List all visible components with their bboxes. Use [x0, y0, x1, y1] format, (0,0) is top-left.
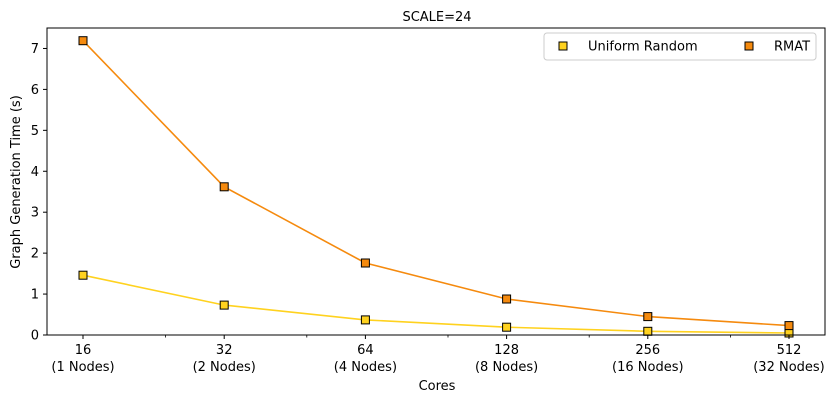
y-tick-label: 1 [31, 288, 39, 303]
legend-label-1: RMAT [774, 40, 810, 55]
y-tick-label: 7 [31, 42, 39, 57]
x-tick-label: 128 [494, 343, 519, 358]
x-tick-label: 256 [635, 343, 660, 358]
legend: Uniform Random RMAT [543, 32, 817, 61]
chart-title: SCALE=24 [402, 10, 471, 25]
x-tick-label: 512 [777, 343, 802, 358]
legend-marker-0 [558, 41, 568, 51]
series-line-0 [82, 274, 790, 334]
x-tick-sublabel: (32 Nodes) [753, 360, 825, 375]
data-point-1-2 [360, 258, 370, 268]
y-tick-label: 3 [31, 206, 39, 221]
data-point-0-1 [219, 300, 229, 310]
y-tick-label: 0 [31, 329, 39, 344]
x-axis-label: Cores [419, 379, 456, 394]
legend-marker-1 [744, 41, 754, 51]
data-point-1-1 [219, 182, 229, 192]
data-point-1-5 [784, 321, 794, 331]
series-line-1 [82, 40, 790, 327]
x-tick-sublabel: (4 Nodes) [334, 360, 397, 375]
data-point-0-0 [78, 270, 88, 280]
x-tick-sublabel: (16 Nodes) [612, 360, 684, 375]
x-tick-sublabel: (1 Nodes) [51, 360, 114, 375]
y-tick-label: 6 [31, 83, 39, 98]
axes: 0 1 2 3 4 5 6 7 16 (1 Nodes) 32 (2 Nodes) 64 (4 Nodes… [31, 27, 826, 375]
x-tick-sublabel: (2 Nodes) [193, 360, 256, 375]
legend-box [543, 32, 817, 61]
legend-label-0: Uniform Random [588, 40, 698, 55]
data-point-0-3 [502, 322, 512, 332]
data-point-0-4 [643, 326, 653, 336]
axes-frame [46, 27, 826, 336]
x-tick-label: 64 [357, 343, 374, 358]
plot-area [78, 36, 794, 338]
x-tick-label: 16 [75, 343, 92, 358]
x-tick-label: 32 [216, 343, 233, 358]
data-point-0-2 [360, 315, 370, 325]
data-point-1-3 [502, 294, 512, 304]
y-axis-label: Graph Generation Time (s) [9, 95, 24, 269]
data-point-1-0 [78, 36, 88, 46]
x-tick-sublabel: (8 Nodes) [475, 360, 538, 375]
y-tick-label: 2 [31, 247, 39, 262]
y-tick-label: 5 [31, 124, 39, 139]
data-point-1-4 [643, 312, 653, 322]
y-tick-label: 4 [31, 165, 39, 180]
